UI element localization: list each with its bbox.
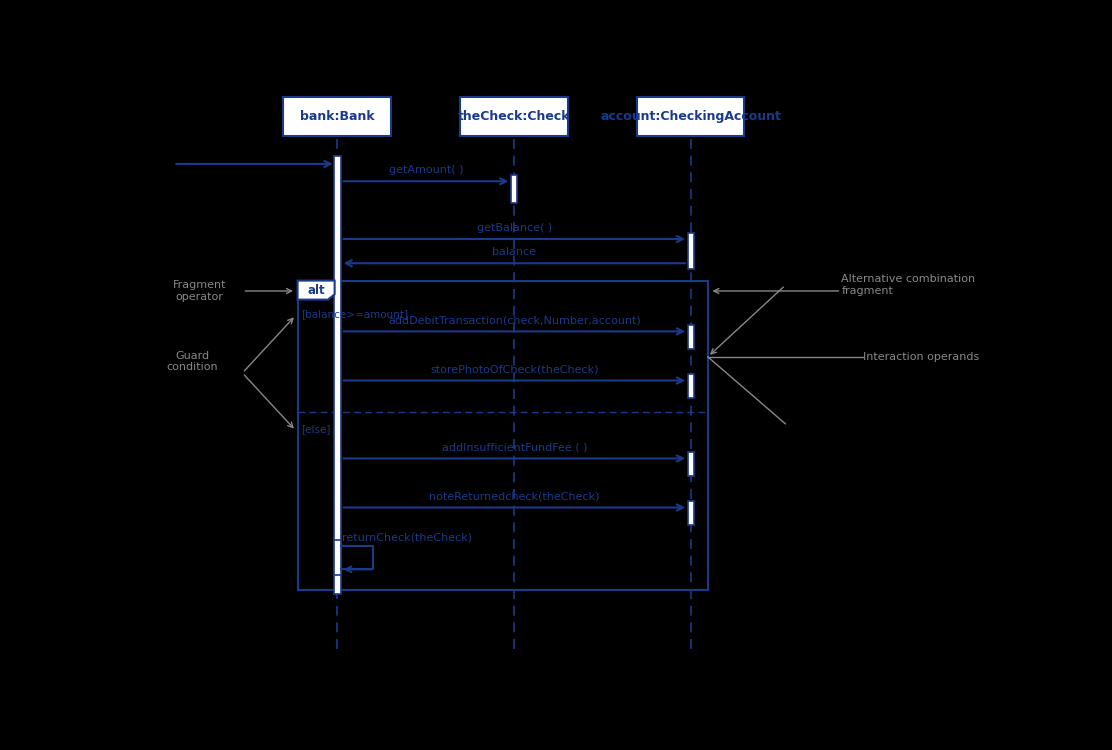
Text: returnCheck(theCheck): returnCheck(theCheck) bbox=[342, 532, 473, 542]
Bar bbox=[687, 374, 694, 398]
Text: bank:Bank: bank:Bank bbox=[300, 110, 375, 123]
Bar bbox=[687, 501, 694, 525]
Text: Fragment
operator: Fragment operator bbox=[172, 280, 226, 302]
Text: getBalance( ): getBalance( ) bbox=[477, 223, 552, 232]
Bar bbox=[460, 97, 568, 136]
Polygon shape bbox=[298, 280, 335, 300]
Bar bbox=[510, 176, 517, 203]
Text: getAmount( ): getAmount( ) bbox=[389, 165, 464, 175]
Text: [else]: [else] bbox=[301, 424, 330, 434]
Text: account:CheckingAccount: account:CheckingAccount bbox=[600, 110, 781, 123]
Text: Alternative combination
fragment: Alternative combination fragment bbox=[842, 274, 975, 296]
Text: noteReturnedcheck(theCheck): noteReturnedcheck(theCheck) bbox=[429, 491, 599, 501]
Bar bbox=[335, 540, 340, 575]
Text: Interaction operands: Interaction operands bbox=[863, 352, 980, 362]
Text: balance: balance bbox=[493, 247, 536, 257]
Bar bbox=[335, 157, 340, 593]
Text: theCheck:Check: theCheck:Check bbox=[458, 110, 570, 123]
Bar bbox=[284, 97, 391, 136]
Text: alt: alt bbox=[307, 284, 325, 296]
Bar bbox=[637, 97, 744, 136]
Text: addInsufficientFundFee ( ): addInsufficientFundFee ( ) bbox=[441, 442, 587, 452]
Text: Guard
condition: Guard condition bbox=[167, 351, 218, 372]
Bar bbox=[687, 233, 694, 269]
Text: storePhotoOfCheck(theCheck): storePhotoOfCheck(theCheck) bbox=[430, 364, 598, 374]
Bar bbox=[687, 325, 694, 349]
Bar bbox=[687, 452, 694, 476]
Text: [balance>=amount]: [balance>=amount] bbox=[301, 309, 408, 319]
Text: addDebitTransaction(check,Number,account): addDebitTransaction(check,Number,account… bbox=[388, 315, 641, 325]
Bar bbox=[298, 280, 708, 590]
